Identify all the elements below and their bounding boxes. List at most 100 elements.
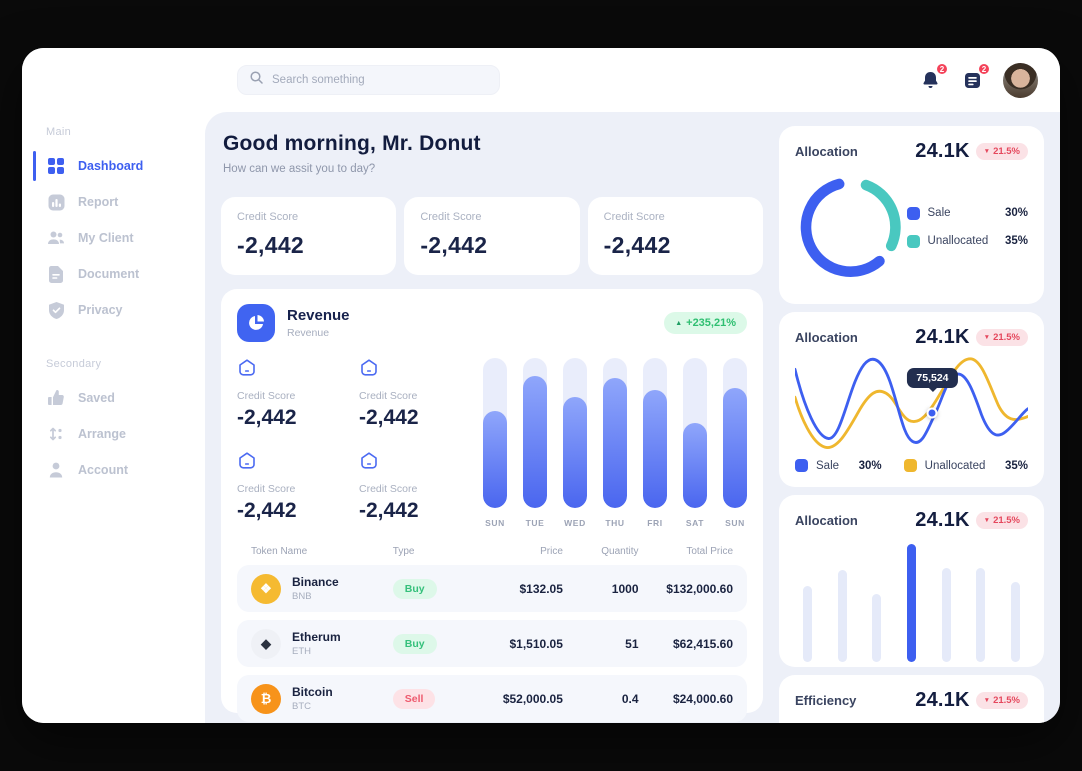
account-person-icon — [47, 461, 65, 479]
card-value: 24.1K — [915, 326, 970, 348]
search-icon — [250, 71, 263, 89]
credit-score-value: -2,442 — [603, 232, 671, 258]
sidebar-item-label: Privacy — [78, 303, 123, 317]
card-title: Efficiency — [795, 693, 857, 708]
home-outline-icon — [239, 359, 255, 376]
table-row-etherum[interactable]: ◆ Etherum ETH Buy $1,510.05 51 $62,415.6… — [237, 620, 747, 667]
privacy-shield-icon — [47, 301, 65, 319]
search-input[interactable] — [272, 74, 487, 86]
credit-score-card: Credit Score -2,442 — [404, 197, 580, 275]
sidebar-section-secondary: Secondary — [46, 358, 102, 370]
card-title: Allocation — [795, 330, 858, 345]
sidebar-item-document[interactable]: Document — [22, 256, 205, 292]
credit-score-label: Credit Score — [237, 211, 299, 223]
allocation-bar-chart — [795, 544, 1028, 662]
greeting-subtitle: How can we assit you to day? — [223, 163, 376, 175]
card-title: Allocation — [795, 144, 858, 159]
revenue-bar-fill — [643, 389, 667, 508]
messages-button[interactable]: 2 — [961, 62, 991, 91]
token-table-header: Token Name Type Price Quantity Total Pri… — [251, 546, 734, 557]
ethereum-coin-icon: ◆ — [251, 628, 281, 659]
allocation-donut-card: Allocation 24.1K ▼ 21.5% — [779, 126, 1044, 304]
decline-badge: ▼ 21.5% — [975, 143, 1028, 160]
home-outline-icon — [361, 359, 377, 376]
revenue-title: Revenue — [287, 307, 350, 324]
chart-tooltip: 75,524 — [907, 368, 958, 389]
type-badge: Sell — [392, 688, 436, 709]
revenue-stats-grid: Credit Score -2,442 Credit Score -2,442 … — [237, 358, 467, 528]
notifications-button[interactable]: 2 — [919, 62, 949, 91]
allocation-bars-card: Allocation 24.1K ▼ 21.5% — [779, 495, 1044, 667]
decline-badge: ▼ 21.5% — [975, 329, 1028, 346]
allocation-line-chart: 75,524 — [793, 355, 1030, 451]
line-legend: Sale 30% Unallocated 35% — [795, 459, 1028, 472]
clients-people-icon — [47, 229, 65, 247]
down-arrow-icon: ▼ — [983, 334, 991, 341]
bitcoin-coin-icon: ₿ — [251, 683, 281, 714]
revenue-stat: Credit Score -2,442 — [359, 358, 467, 435]
allocation-line-card: Allocation 24.1K ▼ 21.5% 75,524 — [779, 312, 1044, 487]
allocation-bar — [803, 586, 812, 662]
user-avatar[interactable] — [1003, 62, 1038, 98]
binance-coin-icon: ❖ — [251, 573, 281, 604]
allocation-bar — [906, 544, 916, 662]
search-bar[interactable] — [237, 65, 500, 95]
legend-swatch-sale — [906, 206, 920, 220]
sidebar-item-dashboard[interactable]: Dashboard — [22, 148, 205, 184]
revenue-bar-fill — [723, 388, 747, 508]
thumbs-up-icon — [47, 389, 65, 407]
app-window: Main Dashboard Report My Client Document — [22, 48, 1060, 723]
score-cards-row: Credit Score -2,442 Credit Score -2,442 … — [221, 197, 763, 275]
card-value: 24.1K — [915, 509, 970, 531]
sidebar-section-main: Main — [46, 126, 72, 138]
efficiency-card: Efficiency 24.1K ▼ 21.5% — [779, 675, 1044, 723]
chart-point-marker — [926, 407, 938, 419]
legend-swatch-sale — [795, 459, 808, 472]
sidebar-item-label: Saved — [78, 391, 115, 405]
decline-badge: ▼ 21.5% — [975, 512, 1028, 529]
credit-score-card: Credit Score -2,442 — [221, 197, 397, 275]
revenue-card: Revenue Revenue ▲ +235,21% Credit Score … — [221, 289, 763, 722]
down-arrow-icon: ▼ — [983, 148, 991, 155]
sidebar-item-saved[interactable]: Saved — [22, 380, 205, 416]
table-row-bitcoin[interactable]: ₿ Bitcoin BTC Sell $52,000.05 0.4 $24,00… — [237, 675, 747, 722]
sidebar-item-label: Arrange — [78, 427, 126, 441]
revenue-stat: Credit Score -2,442 — [359, 451, 467, 528]
type-badge: Buy — [392, 633, 437, 654]
legend-swatch-unallocated — [903, 459, 917, 472]
sidebar-item-account[interactable]: Account — [22, 452, 205, 488]
table-row-binance[interactable]: ❖ Binance BNB Buy $132.05 1000 $132,000.… — [237, 565, 747, 612]
top-header: 2 2 — [205, 48, 1060, 112]
document-icon — [47, 265, 65, 283]
allocation-bar — [976, 567, 986, 662]
bell-icon — [922, 72, 938, 88]
credit-score-value: -2,442 — [237, 232, 305, 258]
revenue-bar-fill — [603, 377, 627, 508]
weekly-bar-chart: SUN TUE WED THU FRI SAT SUN — [467, 358, 747, 528]
arrange-sort-icon — [47, 425, 65, 443]
home-outline-icon — [361, 452, 377, 469]
content-area: Good morning, Mr. Donut How can we assit… — [205, 112, 1060, 723]
sidebar-item-arrange[interactable]: Arrange — [22, 416, 205, 452]
donut-legend: Sale 30% Unallocated 35% — [906, 206, 1028, 248]
sidebar-item-label: My Client — [78, 231, 134, 245]
card-title: Allocation — [795, 513, 858, 528]
credit-score-label: Credit Score — [603, 211, 665, 223]
type-badge: Buy — [392, 578, 437, 599]
chat-icon — [964, 72, 980, 88]
dashboard-grid-icon — [47, 157, 65, 175]
sidebar: Main Dashboard Report My Client Document — [22, 48, 205, 723]
allocation-donut-chart — [800, 178, 901, 277]
sidebar-item-report[interactable]: Report — [22, 184, 205, 220]
up-arrow-icon: ▲ — [675, 319, 683, 327]
revenue-stat: Credit Score -2,442 — [237, 358, 345, 435]
sidebar-item-label: Dashboard — [78, 159, 144, 173]
decline-badge: ▼ 21.5% — [975, 692, 1028, 709]
credit-score-label: Credit Score — [420, 211, 482, 223]
greeting-title: Good morning, Mr. Donut — [223, 132, 481, 155]
card-value: 24.1K — [915, 140, 970, 162]
revenue-bar-fill — [683, 422, 707, 508]
sidebar-item-my-client[interactable]: My Client — [22, 220, 205, 256]
notification-badge: 2 — [935, 62, 949, 76]
sidebar-item-privacy[interactable]: Privacy — [22, 292, 205, 328]
